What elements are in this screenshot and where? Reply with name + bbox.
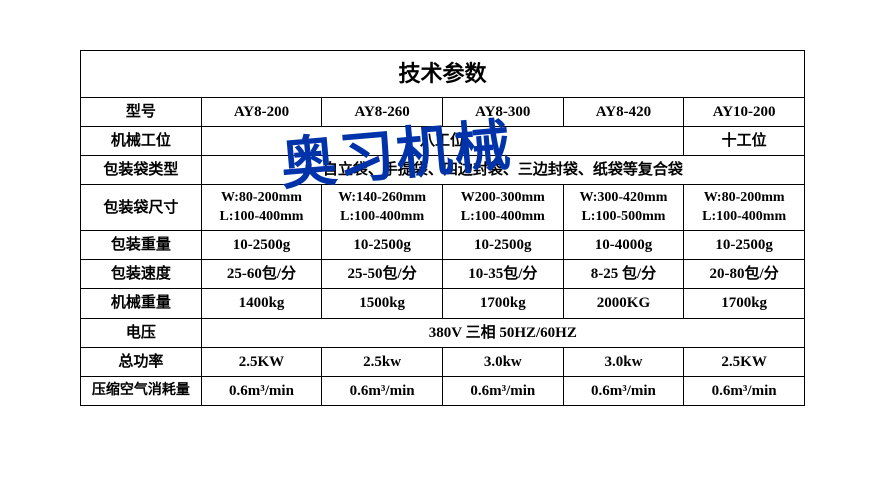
bagsize-c1l: L:100-400mm (219, 209, 303, 224)
packweight-c1: 10-2500g (201, 230, 322, 259)
hdr-packspeed: 包装速度 (81, 260, 202, 289)
packspeed-c1: 25-60包/分 (201, 260, 322, 289)
voltage-row: 电压 380V 三相 50HZ/60HZ (81, 318, 805, 347)
hdr-power: 总功率 (81, 347, 202, 376)
bagsize-c2l: L:100-400mm (340, 209, 424, 224)
machineweight-c1: 1400kg (201, 289, 322, 318)
packspeed-row: 包装速度 25-60包/分 25-50包/分 10-35包/分 8-25 包/分… (81, 260, 805, 289)
packspeed-c5: 20-80包/分 (684, 260, 805, 289)
bagsize-c3l: L:100-400mm (461, 209, 545, 224)
machineweight-c5: 1700kg (684, 289, 805, 318)
spec-table: 技术参数 型号 AY8-200 AY8-260 AY8-300 AY8-420 … (80, 50, 805, 406)
power-c2: 2.5kw (322, 347, 443, 376)
packweight-c2: 10-2500g (322, 230, 443, 259)
bagsize-row: 包装袋尺寸 W:80-200mm L:100-400mm W:140-260mm… (81, 185, 805, 230)
power-c5: 2.5KW (684, 347, 805, 376)
voltage-span: 380V 三相 50HZ/60HZ (201, 318, 804, 347)
bagsize-c3w: W200-300mm (461, 190, 545, 205)
hdr-bagsize: 包装袋尺寸 (81, 185, 202, 230)
power-c4: 3.0kw (563, 347, 684, 376)
packspeed-c3: 10-35包/分 (442, 260, 563, 289)
station-span4: 八工位 (201, 126, 684, 155)
hdr-bagtype: 包装袋类型 (81, 156, 202, 185)
model-c2: AY8-260 (322, 97, 443, 126)
station-c5: 十工位 (684, 126, 805, 155)
machineweight-row: 机械重量 1400kg 1500kg 1700kg 2000KG 1700kg (81, 289, 805, 318)
bagtype-row: 包装袋类型 自立袋、手提袋、四边封袋、三边封袋、纸袋等复合袋 (81, 156, 805, 185)
bagsize-c1w: W:80-200mm (221, 190, 302, 205)
model-c3: AY8-300 (442, 97, 563, 126)
air-c5: 0.6m³/min (684, 377, 805, 406)
air-c2: 0.6m³/min (322, 377, 443, 406)
bagsize-c4w: W:300-420mm (580, 190, 668, 205)
bagsize-c2w: W:140-260mm (338, 190, 426, 205)
table-title: 技术参数 (81, 51, 805, 98)
model-row: 型号 AY8-200 AY8-260 AY8-300 AY8-420 AY10-… (81, 97, 805, 126)
hdr-packweight: 包装重量 (81, 230, 202, 259)
air-c3: 0.6m³/min (442, 377, 563, 406)
bagsize-c5l: L:100-400mm (702, 209, 786, 224)
bagsize-c2: W:140-260mm L:100-400mm (322, 185, 443, 230)
machineweight-c4: 2000KG (563, 289, 684, 318)
model-c1: AY8-200 (201, 97, 322, 126)
model-c5: AY10-200 (684, 97, 805, 126)
bagtype-span: 自立袋、手提袋、四边封袋、三边封袋、纸袋等复合袋 (201, 156, 804, 185)
bagsize-c3: W200-300mm L:100-400mm (442, 185, 563, 230)
station-row: 机械工位 八工位 十工位 (81, 126, 805, 155)
bagsize-c5: W:80-200mm L:100-400mm (684, 185, 805, 230)
title-row: 技术参数 (81, 51, 805, 98)
power-c1: 2.5KW (201, 347, 322, 376)
packweight-row: 包装重量 10-2500g 10-2500g 10-2500g 10-4000g… (81, 230, 805, 259)
hdr-station: 机械工位 (81, 126, 202, 155)
packspeed-c2: 25-50包/分 (322, 260, 443, 289)
bagsize-c4l: L:100-500mm (581, 209, 665, 224)
hdr-model: 型号 (81, 97, 202, 126)
power-c3: 3.0kw (442, 347, 563, 376)
packspeed-c4: 8-25 包/分 (563, 260, 684, 289)
air-c1: 0.6m³/min (201, 377, 322, 406)
hdr-voltage: 电压 (81, 318, 202, 347)
model-c4: AY8-420 (563, 97, 684, 126)
packweight-c3: 10-2500g (442, 230, 563, 259)
power-row: 总功率 2.5KW 2.5kw 3.0kw 3.0kw 2.5KW (81, 347, 805, 376)
bagsize-c1: W:80-200mm L:100-400mm (201, 185, 322, 230)
bagsize-c5w: W:80-200mm (704, 190, 785, 205)
bagsize-c4: W:300-420mm L:100-500mm (563, 185, 684, 230)
air-c4: 0.6m³/min (563, 377, 684, 406)
packweight-c4: 10-4000g (563, 230, 684, 259)
hdr-machineweight: 机械重量 (81, 289, 202, 318)
packweight-c5: 10-2500g (684, 230, 805, 259)
spec-table-container: 技术参数 型号 AY8-200 AY8-260 AY8-300 AY8-420 … (80, 50, 805, 406)
hdr-air: 压缩空气消耗量 (81, 377, 202, 406)
air-row: 压缩空气消耗量 0.6m³/min 0.6m³/min 0.6m³/min 0.… (81, 377, 805, 406)
machineweight-c2: 1500kg (322, 289, 443, 318)
machineweight-c3: 1700kg (442, 289, 563, 318)
